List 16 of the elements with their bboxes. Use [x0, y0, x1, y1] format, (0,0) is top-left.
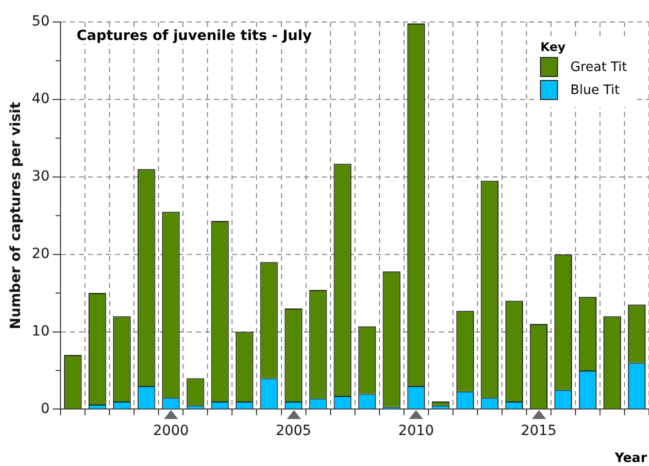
- x-axis-title: Year: [614, 451, 647, 466]
- x-tick-label: 2010: [398, 423, 434, 440]
- legend-label: Great Tit: [570, 60, 627, 74]
- y-tick-label: 30: [32, 168, 50, 185]
- x-tick-label: 2005: [276, 423, 312, 440]
- x-tick-label: 2015: [520, 423, 556, 440]
- y-tick-label: 0: [40, 400, 50, 417]
- y-tick-label: 10: [32, 323, 50, 340]
- legend-label: Blue Tit: [570, 82, 620, 98]
- x-tick-label: 2000: [153, 423, 189, 440]
- y-tick-label: 40: [32, 91, 50, 108]
- legend-title: Key: [540, 40, 566, 54]
- y-axis-title: Number of captures per visit: [8, 102, 24, 330]
- y-tick-label: 20: [32, 246, 50, 262]
- y-tick-label: 50: [32, 14, 50, 30]
- chart-title: Captures of juvenile tits - July: [74, 28, 314, 44]
